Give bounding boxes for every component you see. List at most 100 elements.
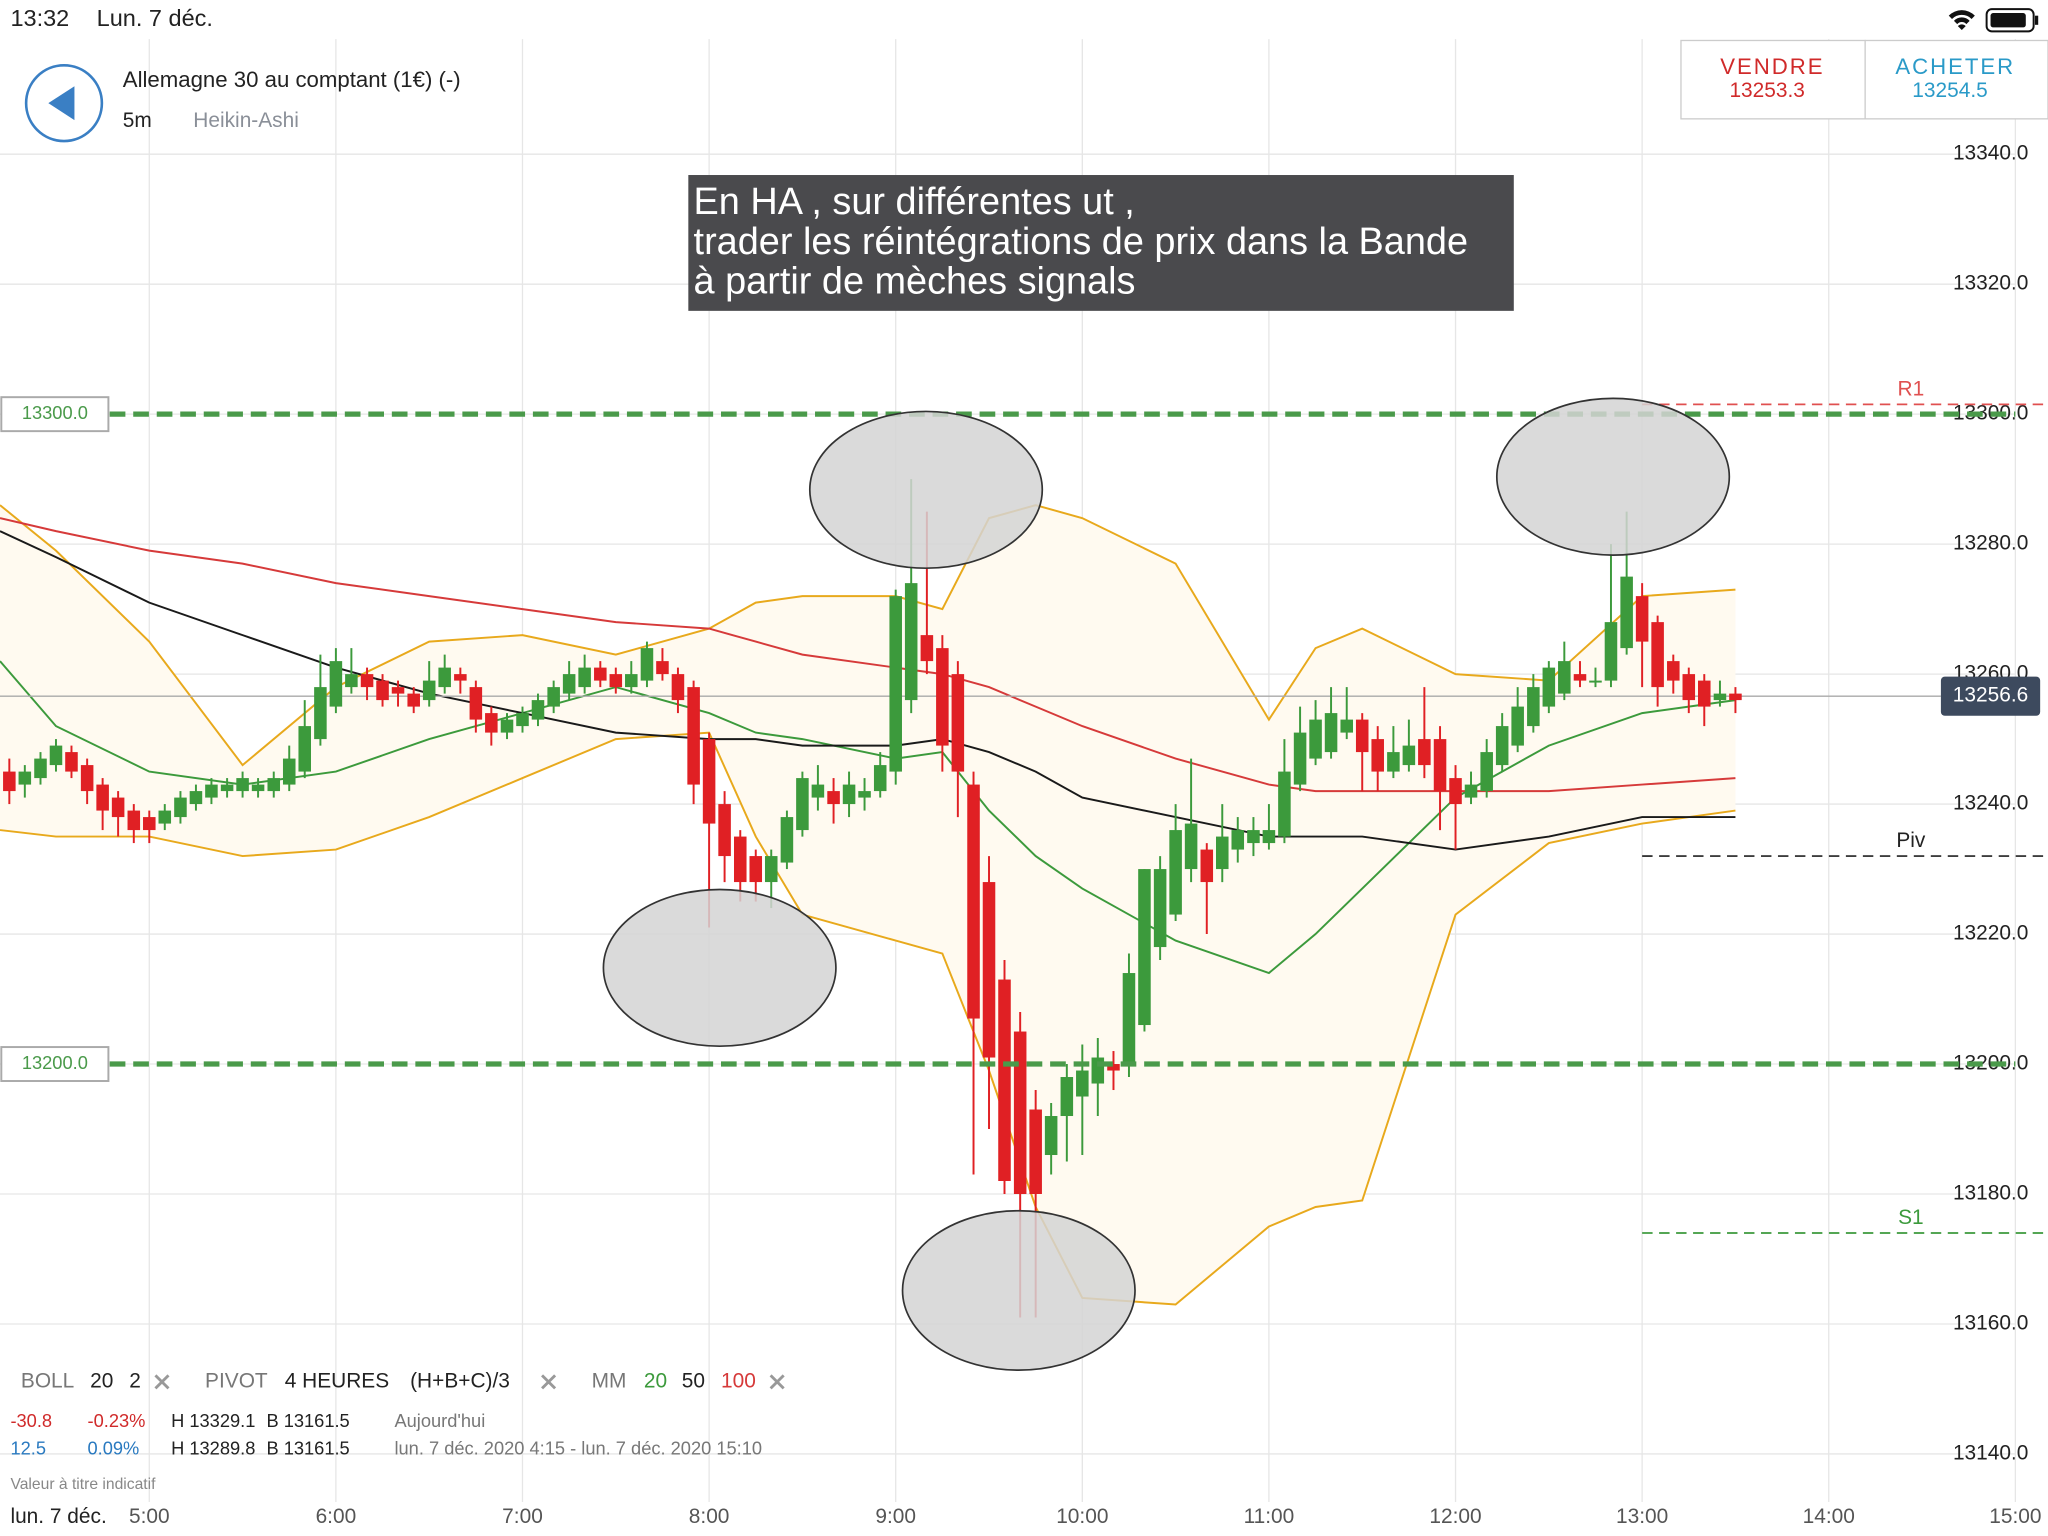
candle-body (547, 687, 560, 707)
candle-body (1402, 745, 1416, 766)
legend-param: 100 (721, 1369, 756, 1392)
candle-body (1060, 1077, 1074, 1117)
status-time: 13:32 (10, 5, 69, 31)
x-tick-label: 10:00 (1056, 1505, 1108, 1528)
candle-body (49, 745, 63, 766)
candle-body (780, 817, 794, 863)
candle-body (640, 648, 654, 681)
legend-param: 20 (90, 1369, 113, 1392)
candle-body (842, 784, 856, 805)
candle-body (205, 784, 218, 798)
candle-body (174, 797, 187, 818)
legend-param: 50 (682, 1369, 705, 1392)
legend-item[interactable]: PIVOT (205, 1369, 268, 1392)
legend-item[interactable]: MM (592, 1369, 627, 1392)
candle-body (1309, 719, 1322, 759)
candle-body (562, 674, 576, 694)
x-tick-label: 14:00 (1803, 1505, 1855, 1528)
stat: H 13289.8 (171, 1438, 255, 1459)
candle-body (1713, 693, 1727, 701)
candle-body (1293, 732, 1307, 785)
candle-body (1698, 680, 1711, 707)
legend-param: 20 (644, 1369, 667, 1392)
candle-body (1651, 622, 1664, 688)
x-tick-label: 5:00 (129, 1505, 170, 1528)
remove-icons[interactable] (154, 1374, 785, 1390)
candle-body (718, 804, 731, 857)
candle-body (1278, 771, 1291, 837)
y-tick-label: 13240.0 (1953, 792, 2028, 815)
sell-button[interactable]: VENDRE 13253.3 (1680, 39, 1866, 120)
candle-body (858, 791, 871, 798)
candle-body (111, 797, 125, 818)
legend-param: 4 HEURES (285, 1369, 389, 1392)
candle-body (873, 765, 887, 792)
buy-button[interactable]: ACHETER 13254.5 (1864, 39, 2048, 120)
stat: 12.5 (10, 1438, 46, 1459)
chart-style[interactable]: Heikin-Ashi (193, 109, 299, 132)
annotation-box: En HA , sur différentes ut , trader les … (688, 175, 1514, 311)
candle-body (1247, 830, 1260, 844)
candle-body (1729, 693, 1742, 701)
level-label-box (0, 396, 110, 433)
x-tick-label: 8:00 (689, 1505, 730, 1528)
candle-body (811, 784, 825, 798)
candle-body (764, 856, 778, 883)
buy-price: 13254.5 (1912, 79, 1987, 102)
candle-body (407, 693, 420, 707)
candle-body (251, 784, 265, 792)
candle-body (376, 680, 389, 701)
timeframe[interactable]: 5m (123, 109, 152, 132)
legend-param: 2 (129, 1369, 141, 1392)
x-tick-label: 11:00 (1244, 1505, 1295, 1528)
last-price-label: 13256.6 (1953, 684, 2028, 707)
candle-body (1480, 752, 1493, 792)
y-tick-label: 13140.0 (1953, 1441, 2028, 1464)
candle-body (1044, 1116, 1058, 1156)
candle-body (516, 713, 529, 727)
candle-body (3, 771, 16, 792)
candle-body (702, 739, 716, 824)
candle-body (671, 674, 685, 701)
candle-body (454, 674, 467, 681)
candle-body (298, 726, 311, 772)
candle-body (1122, 973, 1136, 1065)
candle-body (687, 687, 700, 785)
y-tick-label: 13220.0 (1953, 922, 2028, 945)
pivot-label: S1 (1898, 1206, 1924, 1229)
candle-body (1433, 739, 1447, 792)
candle-body (609, 674, 623, 688)
candle-body (18, 771, 32, 785)
candle-body (391, 687, 405, 694)
candle-body (96, 784, 109, 811)
stat: B 13161.5 (266, 1410, 349, 1431)
candle-body (796, 778, 809, 831)
candle-body (267, 778, 281, 792)
back-button[interactable] (24, 63, 104, 143)
candle-body (1169, 830, 1182, 915)
x-axis-date: lun. 7 déc. (10, 1505, 106, 1528)
candle-body (1449, 778, 1462, 805)
x-tick-label: 13:00 (1616, 1505, 1668, 1528)
candle-body (158, 810, 172, 824)
candle-body (220, 784, 234, 792)
candle-body (1527, 687, 1540, 727)
y-tick-label: 13340.0 (1953, 142, 2028, 165)
candle-body (1107, 1064, 1120, 1071)
candle-body (1589, 680, 1602, 683)
candle-body (1216, 836, 1229, 870)
y-tick-label: 13320.0 (1953, 272, 2028, 295)
candle-body (967, 784, 980, 1019)
candle-body (594, 667, 607, 681)
battery-icon (1985, 8, 2039, 33)
candle-body (1371, 739, 1384, 772)
candle-body (500, 719, 514, 733)
candle-body (1558, 661, 1571, 694)
x-tick-label: 12:00 (1429, 1505, 1481, 1528)
status-date: Lun. 7 déc. (97, 5, 213, 31)
candle-body (920, 635, 934, 662)
legend-item[interactable]: BOLL (21, 1369, 74, 1392)
band-line (0, 731, 1736, 1306)
stat: -30.8 (10, 1410, 52, 1431)
candle-body (438, 667, 451, 688)
